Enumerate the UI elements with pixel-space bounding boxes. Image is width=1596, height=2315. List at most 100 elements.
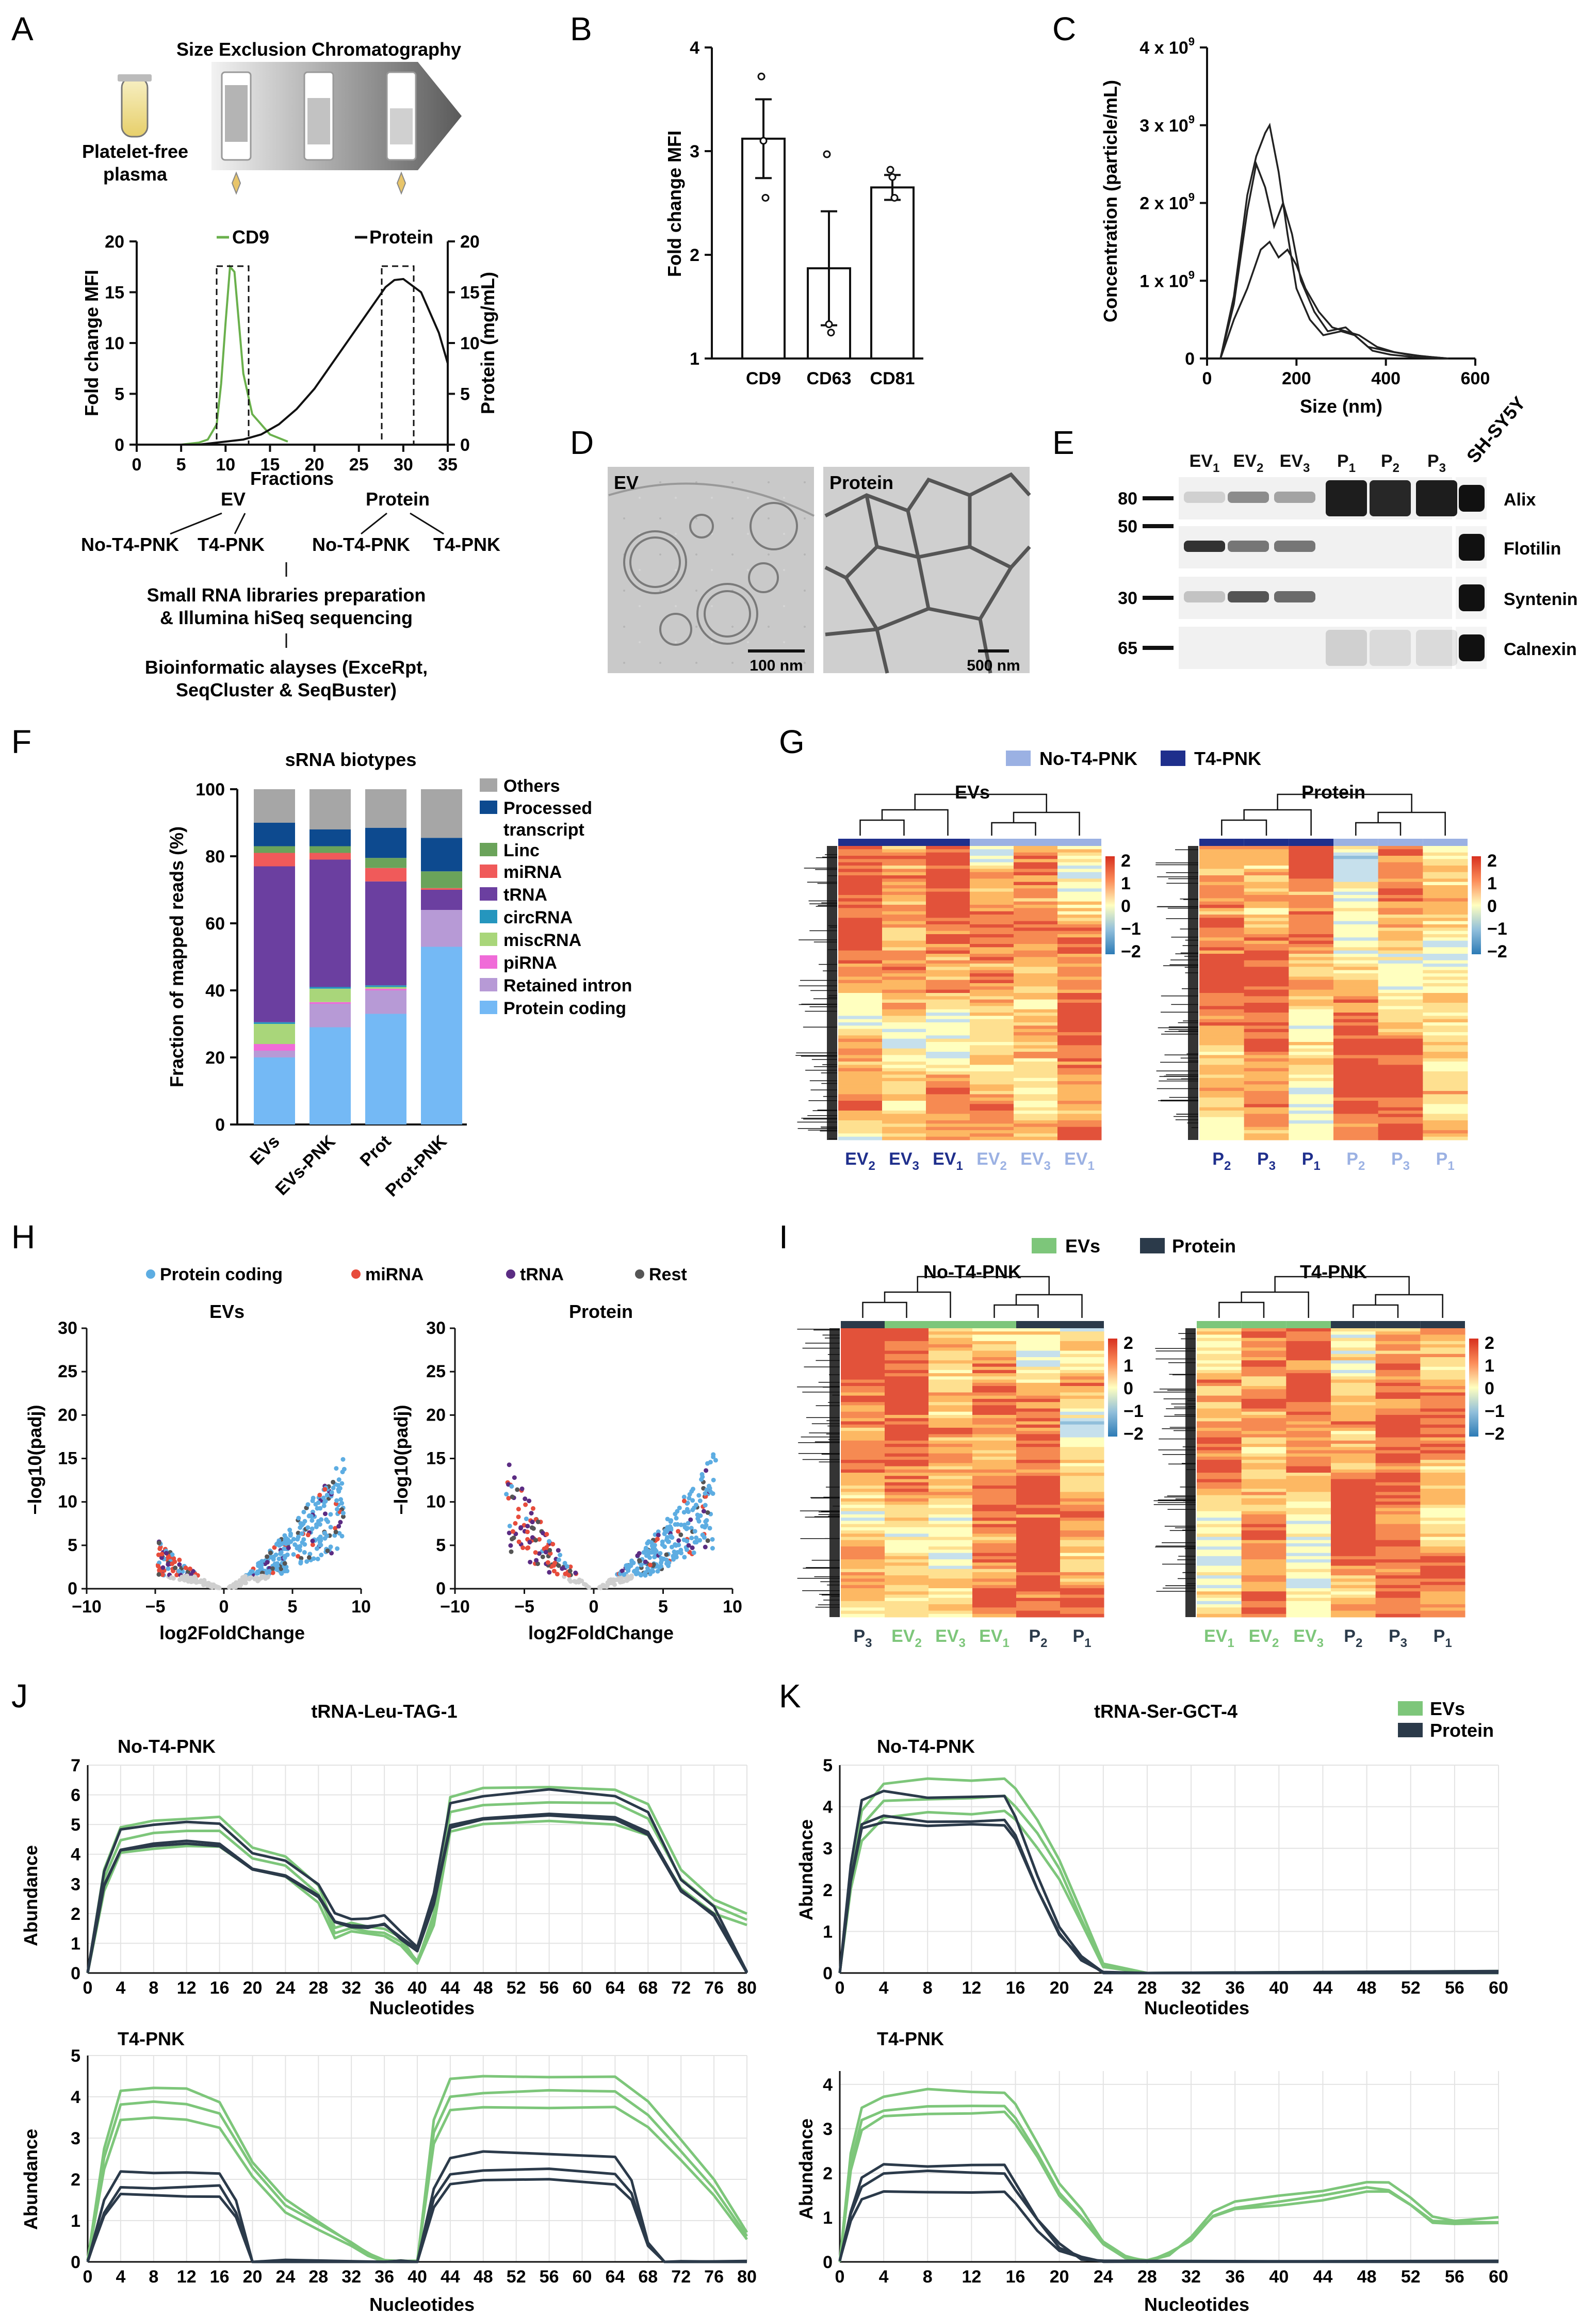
ytick-label: 4 (690, 38, 699, 58)
heat-cell (1286, 1569, 1331, 1573)
heat-cell (970, 1114, 1014, 1118)
volcano-point (568, 1564, 573, 1569)
ytick-right-label: 15 (460, 283, 480, 303)
heat-cell (841, 1354, 885, 1358)
heat-cell (885, 1495, 929, 1499)
heat-cell (1244, 1016, 1289, 1020)
xtick-label: 52 (1401, 1978, 1421, 1998)
heat-cell (1060, 1540, 1104, 1544)
ytick-exponent: 9 (1188, 191, 1195, 204)
volcano-point (265, 1560, 270, 1565)
heat-cell (1420, 1440, 1465, 1444)
heat-cell (1333, 859, 1379, 863)
volcano-point (567, 1577, 572, 1582)
heat-cell (1420, 1366, 1465, 1371)
heat-cell (1423, 934, 1468, 938)
volcano-point (690, 1487, 695, 1492)
heat-cell (929, 1328, 973, 1332)
heat-cell (929, 1543, 973, 1547)
column-label-main: EV (1020, 1149, 1044, 1169)
heat-cell (926, 1091, 970, 1095)
heat-cell (1423, 1025, 1468, 1030)
volcano-point (547, 1547, 552, 1553)
heat-cell (882, 1013, 926, 1016)
heat-cell (926, 1097, 970, 1101)
heat-cell (1014, 1087, 1058, 1091)
heat-cell (1286, 1601, 1331, 1605)
heat-cell (1197, 1566, 1242, 1570)
volcano-point (334, 1498, 339, 1503)
heat-cell (972, 1550, 1017, 1554)
heat-cell (1286, 1498, 1331, 1502)
heat-cell (1197, 1511, 1242, 1515)
heat-cell (1420, 1357, 1465, 1361)
volcano-point (684, 1547, 689, 1552)
volcano-point (665, 1517, 670, 1522)
heat-cell (841, 1366, 885, 1371)
volcano-point (513, 1521, 518, 1526)
heat-cell (841, 1421, 885, 1425)
heat-cell (1333, 849, 1379, 853)
ytick-label: 0 (436, 1579, 446, 1599)
volcano-point (508, 1543, 513, 1548)
heat-cell (841, 1389, 885, 1393)
volcano-point (199, 1578, 204, 1583)
heat-cell (1289, 1009, 1334, 1013)
heat-cell (841, 1476, 885, 1479)
heat-cell (1420, 1334, 1465, 1339)
heat-cell (1244, 901, 1289, 905)
heat-cell (972, 1591, 1017, 1595)
annotation-bar (1333, 839, 1378, 846)
segment-retained-intron (421, 910, 462, 947)
heat-cell (1199, 983, 1245, 987)
heat-cell (1289, 898, 1334, 902)
heat-cell (841, 1597, 885, 1602)
heat-cell (972, 1373, 1017, 1377)
heat-cell (1241, 1597, 1286, 1602)
heat-cell (929, 1511, 973, 1515)
heat-cell (929, 1350, 973, 1355)
heat-cell (1423, 1052, 1468, 1055)
heat-cell (926, 1101, 970, 1104)
volcano-point (678, 1532, 683, 1537)
heat-cell (1060, 1370, 1104, 1374)
volcano-point (639, 1562, 644, 1568)
lane-label: EV3 (1280, 451, 1310, 475)
heat-cell (1060, 1607, 1104, 1611)
heat-cell (929, 1347, 973, 1351)
xtick-label: 16 (1006, 1978, 1025, 1998)
heat-cell (1197, 1578, 1242, 1583)
heat-cell (1016, 1392, 1061, 1396)
heat-cell (838, 1003, 883, 1006)
heat-cell (882, 1042, 926, 1046)
heat-cell (929, 1585, 973, 1589)
band (1228, 541, 1269, 552)
volcano-point (631, 1569, 637, 1574)
coverage-protein-line (86, 2178, 747, 2263)
heat-cell (1244, 918, 1289, 922)
heat-cell (838, 859, 883, 863)
heat-cell (841, 1553, 885, 1557)
heat-cell (929, 1485, 973, 1489)
lane-label-sub: 2 (1257, 461, 1263, 475)
heat-cell (1286, 1370, 1331, 1374)
heat-cell (1423, 1094, 1468, 1098)
heat-cell (838, 960, 883, 964)
heat-cell (929, 1411, 973, 1415)
heat-cell (1016, 1502, 1061, 1505)
volcano-point (682, 1555, 687, 1560)
heat-cell (1197, 1527, 1242, 1531)
heat-cell (972, 1463, 1017, 1467)
heat-cell (1014, 999, 1058, 1003)
volcano-point (620, 1579, 625, 1585)
heat-cell (1244, 996, 1289, 1000)
heat-cell (1016, 1575, 1061, 1579)
volcano-point (662, 1544, 667, 1550)
heat-cell (882, 859, 926, 863)
heat-cell (841, 1524, 885, 1528)
heat-cell (838, 915, 883, 918)
heat-cell (1060, 1405, 1104, 1409)
heat-cell (1244, 1104, 1289, 1108)
heat-cell (1057, 859, 1102, 863)
